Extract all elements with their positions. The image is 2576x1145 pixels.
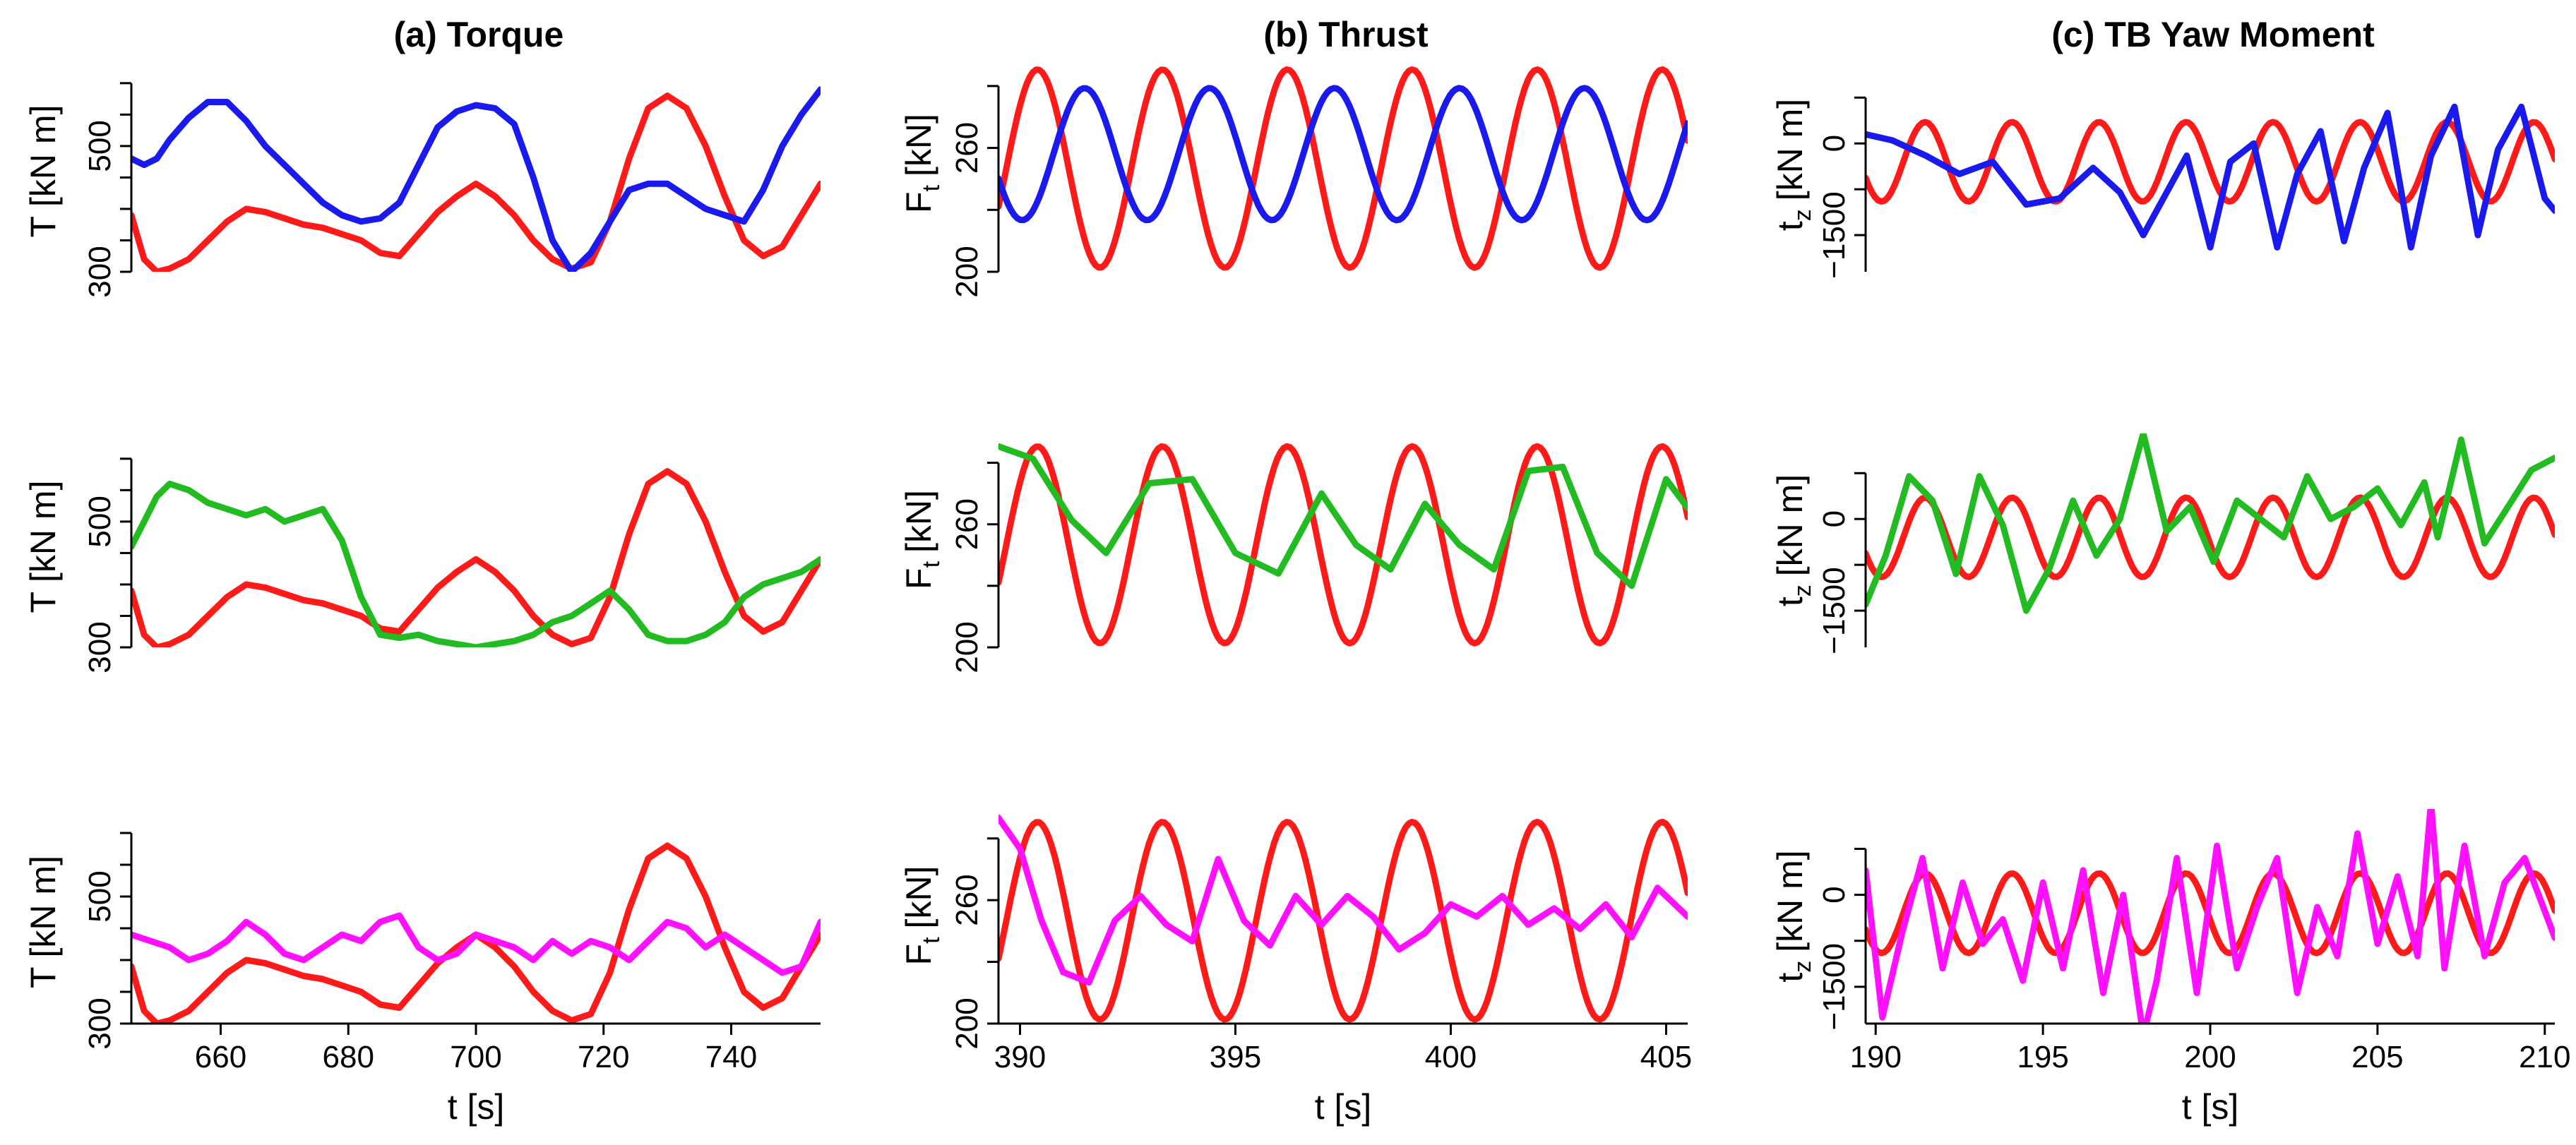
y-axis-label: T [kN m] bbox=[23, 481, 63, 613]
series-group bbox=[131, 86, 821, 272]
x-axis-label: t [s] bbox=[2182, 1087, 2239, 1127]
y-axis-label: tz[kN m] bbox=[1770, 99, 1816, 231]
series-group bbox=[1866, 809, 2555, 1024]
plot-area: 300 500 bbox=[83, 457, 821, 673]
y-tick-label: 260 bbox=[950, 874, 984, 925]
plot-area: 300 500 bbox=[83, 82, 821, 298]
panel-yaw-row2: −1500 0 tz[kN m] bbox=[1770, 433, 2555, 654]
title-torque: (a) Torque bbox=[394, 15, 564, 54]
series-group bbox=[1866, 103, 2555, 251]
series-line-red bbox=[998, 443, 1688, 647]
x-tick-label: 680 bbox=[323, 1040, 374, 1074]
panel-yaw-row1: −1500 0 tz[kN m] bbox=[1770, 96, 2555, 279]
y-tick-label: 0 bbox=[1817, 886, 1852, 903]
panel-thrust-row3: 200 260 390 395 400 405 Ft[kN] t [s] bbox=[899, 815, 1692, 1127]
y-axis-label: tz[kN m] bbox=[1770, 850, 1816, 982]
series-line-red bbox=[1866, 119, 2555, 205]
y-tick-label: 260 bbox=[950, 498, 984, 550]
x-tick-label: 405 bbox=[1640, 1040, 1692, 1074]
y-tick-label: 500 bbox=[83, 496, 117, 547]
title-yaw-moment: (c) TB Yaw Moment bbox=[2051, 15, 2375, 54]
x-tick-label: 195 bbox=[2017, 1040, 2068, 1074]
plot-area: −1500 0 bbox=[1817, 433, 2555, 654]
y-axis-label: Ft[kN] bbox=[899, 490, 945, 589]
x-tick-label: 395 bbox=[1210, 1040, 1261, 1074]
series-line-red bbox=[1866, 494, 2555, 580]
panel-thrust-row1: 200 260 Ft[kN] bbox=[899, 66, 1688, 298]
y-axis-label: Ft[kN] bbox=[899, 114, 945, 213]
y-axis-label-subscript: z bbox=[1789, 961, 1816, 973]
series-line-green bbox=[998, 443, 1688, 589]
x-axis-label: t [s] bbox=[448, 1087, 505, 1127]
x-tick-label: 200 bbox=[2184, 1040, 2236, 1074]
series-line-green bbox=[1866, 433, 2555, 614]
series-group bbox=[1866, 433, 2555, 614]
plot-area: −1500 0 bbox=[1817, 96, 2555, 279]
x-tick-label: 210 bbox=[2519, 1040, 2570, 1074]
y-tick-label: 500 bbox=[83, 120, 117, 172]
x-tick-label: 205 bbox=[2351, 1040, 2403, 1074]
y-tick-label: 260 bbox=[950, 122, 984, 174]
panel-torque-row3: 300 500 660 680 700 720 740 T [kN m] t [s] bbox=[23, 832, 821, 1127]
x-tick-label: 720 bbox=[578, 1040, 629, 1074]
y-axis-label-subscript: t bbox=[918, 937, 945, 944]
y-axis-label: T [kN m] bbox=[23, 856, 63, 988]
y-tick-label: 0 bbox=[1817, 135, 1852, 152]
y-tick-label: 300 bbox=[83, 997, 117, 1049]
y-tick-label: 500 bbox=[83, 870, 117, 922]
plot-area: −1500 0 190 195 200 205 210 bbox=[1817, 809, 2570, 1074]
series-group bbox=[998, 815, 1688, 1023]
series-group bbox=[131, 468, 821, 647]
y-axis-label-subscript: t bbox=[918, 184, 945, 191]
series-line-red bbox=[998, 818, 1688, 1023]
series-group bbox=[998, 66, 1688, 271]
y-tick-label: −1500 bbox=[1817, 567, 1852, 654]
y-tick-label: 0 bbox=[1817, 510, 1852, 527]
x-tick-label: 660 bbox=[195, 1040, 246, 1074]
series-line-green bbox=[131, 480, 821, 647]
y-axis-label: tz[kN m] bbox=[1770, 474, 1816, 606]
y-axis-label-subscript: z bbox=[1789, 209, 1816, 221]
y-axis-label: T [kN m] bbox=[23, 105, 63, 238]
x-tick-label: 740 bbox=[705, 1040, 757, 1074]
series-line-blue bbox=[998, 85, 1688, 224]
panel-torque-row1: 300 500 T [kN m] bbox=[23, 82, 821, 298]
y-tick-label: −1500 bbox=[1817, 191, 1852, 279]
series-group bbox=[131, 842, 821, 1024]
plot-area: 200 260 390 395 400 405 bbox=[950, 815, 1692, 1074]
x-tick-label: 190 bbox=[1850, 1040, 1902, 1074]
y-axis-label-subscript: z bbox=[1789, 585, 1816, 597]
series-line-blue bbox=[131, 86, 821, 272]
panel-thrust-row2: 200 260 Ft[kN] bbox=[899, 443, 1688, 673]
y-axis-label: Ft[kN] bbox=[899, 866, 945, 966]
series-group bbox=[998, 443, 1688, 647]
y-axis-label-subscript: t bbox=[918, 560, 945, 568]
plot-area: 200 260 bbox=[950, 66, 1688, 298]
x-axis-label: t [s] bbox=[1315, 1087, 1372, 1127]
y-tick-label: −1500 bbox=[1817, 943, 1852, 1031]
panel-torque-row2: 300 500 T [kN m] bbox=[23, 457, 821, 673]
y-tick-label: 200 bbox=[950, 997, 984, 1049]
x-tick-label: 400 bbox=[1425, 1040, 1477, 1074]
title-thrust: (b) Thrust bbox=[1263, 15, 1429, 54]
y-tick-label: 300 bbox=[83, 246, 117, 297]
series-line-red bbox=[131, 92, 821, 272]
series-line-magenta bbox=[1866, 809, 2555, 1024]
series-line-magenta bbox=[998, 815, 1688, 986]
panel-yaw-row3: −1500 0 190 195 200 205 210 tz[kN m] t [s] bbox=[1770, 809, 2570, 1127]
plot-area: 300 500 660 680 700 720 740 bbox=[83, 832, 821, 1074]
y-tick-label: 200 bbox=[950, 621, 984, 673]
y-tick-label: 200 bbox=[950, 246, 984, 297]
series-line-red bbox=[131, 468, 821, 647]
series-line-magenta bbox=[131, 912, 821, 976]
x-tick-label: 390 bbox=[994, 1040, 1046, 1074]
x-tick-label: 700 bbox=[450, 1040, 501, 1074]
plot-area: 200 260 bbox=[950, 443, 1688, 673]
series-line-blue bbox=[1866, 103, 2555, 251]
series-line-red bbox=[998, 66, 1688, 271]
y-tick-label: 300 bbox=[83, 621, 117, 673]
